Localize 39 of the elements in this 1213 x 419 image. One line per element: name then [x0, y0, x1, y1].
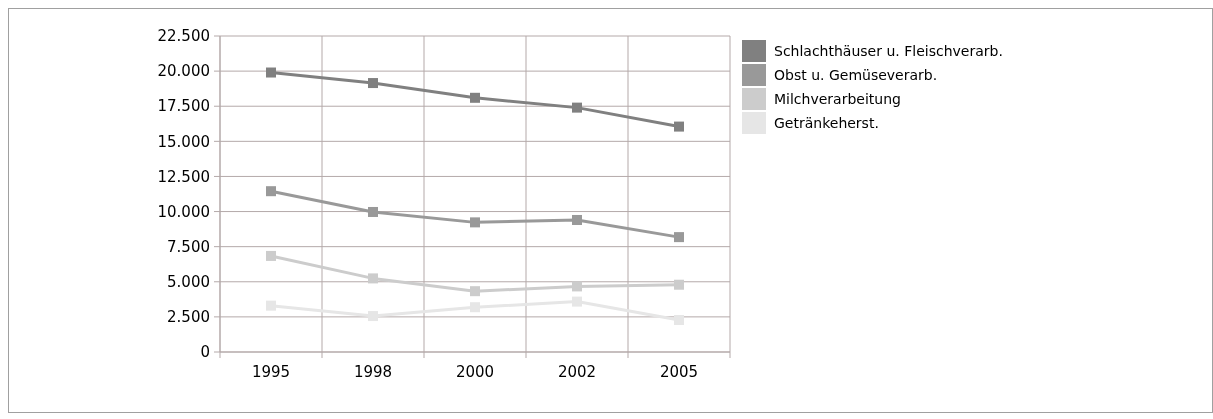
y-tick-label: 0 [200, 343, 210, 362]
point [674, 279, 684, 290]
y-tick-label: 5.000 [167, 273, 210, 292]
x-tick-label: 2000 [455, 363, 495, 381]
legend-label: Schlachthäuser u. Fleischverarb. [774, 42, 1003, 59]
point [470, 217, 480, 228]
point [368, 206, 378, 217]
point [266, 300, 276, 311]
point [470, 286, 480, 297]
point [674, 314, 684, 325]
y-tick-label: 20.000 [157, 62, 210, 81]
x-tick-label: 1998 [353, 363, 393, 381]
point [368, 311, 378, 322]
y-tick-label: 12.500 [157, 167, 210, 186]
y-tick-label: 7.500 [167, 237, 210, 256]
point [674, 121, 684, 132]
legend-label: Milchverarbeitung [774, 90, 901, 107]
y-tick-label: 10.000 [157, 202, 210, 221]
legend-label: Getränkeherst. [774, 114, 879, 131]
x-tick-label: 2005 [659, 363, 699, 381]
y-tick-label: 17.500 [157, 97, 210, 116]
point [266, 250, 276, 261]
point [674, 232, 684, 243]
point [572, 102, 582, 113]
y-tick-label: 22.500 [157, 27, 210, 46]
point [572, 214, 582, 225]
point [470, 302, 480, 313]
point [572, 281, 582, 292]
point [470, 92, 480, 103]
point [572, 296, 582, 307]
point [368, 78, 378, 89]
y-tick-label: 2.500 [167, 308, 210, 327]
x-tick-label: 1995 [251, 363, 291, 381]
legend-label: Obst u. Gemüseverarb. [774, 66, 938, 83]
point [368, 273, 378, 284]
point [266, 186, 276, 197]
y-tick-label: 15.000 [157, 132, 210, 151]
point [266, 67, 276, 78]
x-tick-label: 2002 [557, 363, 597, 381]
